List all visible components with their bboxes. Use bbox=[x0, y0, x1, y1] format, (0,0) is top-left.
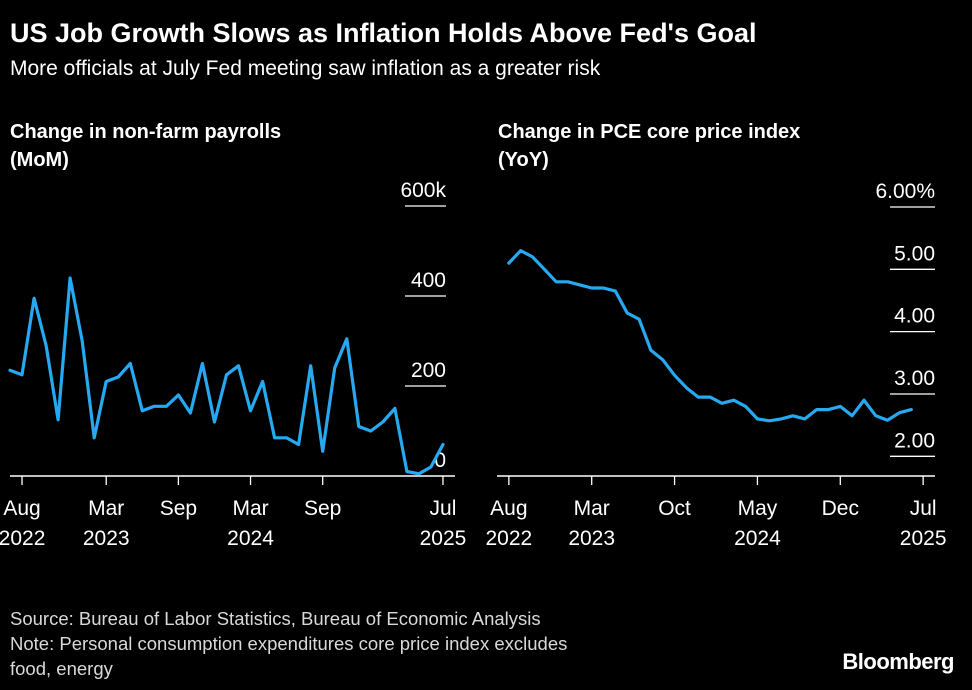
payrolls-y-tick-label: 400 bbox=[411, 269, 446, 292]
pce-y-tick-label: 5.00 bbox=[894, 242, 935, 265]
pce-x-tick-label: May bbox=[738, 497, 778, 520]
pce-y-tick-label: 4.00 bbox=[894, 305, 935, 328]
payrolls-x-tick-label: Sep bbox=[160, 497, 197, 520]
footnote-line1: Note: Personal consumption expenditures … bbox=[10, 633, 568, 654]
pce-x-tick-label: Dec bbox=[822, 497, 859, 520]
pce-x-tick-label: Jul bbox=[910, 497, 937, 520]
payrolls-x-tick-label: Jul bbox=[430, 497, 457, 520]
payrolls-y-tick-label: 600k bbox=[400, 179, 446, 202]
payrolls-y-tick-label: 200 bbox=[411, 359, 446, 382]
chart-subtitle: More officials at July Fed meeting saw i… bbox=[10, 57, 601, 80]
payrolls-series-line bbox=[8, 276, 445, 476]
pce-x-tick-year: 2023 bbox=[568, 527, 615, 550]
payrolls-y-tick-label: 0 bbox=[434, 449, 446, 472]
payrolls-x-tick-year: 2022 bbox=[0, 527, 45, 550]
payrolls-x-tick-year: 2024 bbox=[227, 527, 274, 550]
payrolls-x-tick-year: 2025 bbox=[420, 527, 467, 550]
payrolls-x-tick-label: Aug bbox=[3, 497, 40, 520]
pce-x-tick-year: 2022 bbox=[485, 527, 532, 550]
payrolls-x-tick-label: Mar bbox=[232, 497, 268, 520]
source-note: Source: Bureau of Labor Statistics, Bure… bbox=[10, 608, 541, 629]
payrolls-title-line1: Change in non-farm payrolls bbox=[10, 121, 282, 143]
pce-y-tick-label: 2.00 bbox=[894, 429, 935, 452]
bloomberg-logo: Bloomberg bbox=[842, 649, 954, 674]
pce-x-tick-label: Aug bbox=[490, 497, 527, 520]
pce-y-tick-label: 6.00% bbox=[875, 180, 935, 203]
footnote-line2: food, energy bbox=[10, 658, 113, 679]
pce-x-tick-year: 2025 bbox=[900, 527, 947, 550]
pce-x-tick-label: Oct bbox=[658, 497, 691, 520]
pce-x-tick-year: 2024 bbox=[734, 527, 781, 550]
pce-series-line bbox=[507, 249, 913, 423]
pce-panel-title: Change in PCE core price index (YoY) bbox=[498, 118, 938, 174]
payrolls-x-tick-label: Sep bbox=[304, 497, 341, 520]
pce-title-line1: Change in PCE core price index bbox=[498, 121, 801, 143]
chart-title: US Job Growth Slows as Inflation Holds A… bbox=[10, 18, 757, 48]
payrolls-panel-title: Change in non-farm payrolls (MoM) bbox=[10, 118, 450, 174]
pce-y-tick-label: 3.00 bbox=[894, 367, 935, 390]
payrolls-x-tick-year: 2023 bbox=[83, 527, 130, 550]
payrolls-x-tick-label: Mar bbox=[88, 497, 124, 520]
pce-title-line2: (YoY) bbox=[498, 149, 549, 171]
pce-x-tick-label: Mar bbox=[574, 497, 610, 520]
payrolls-title-line2: (MoM) bbox=[10, 149, 69, 171]
